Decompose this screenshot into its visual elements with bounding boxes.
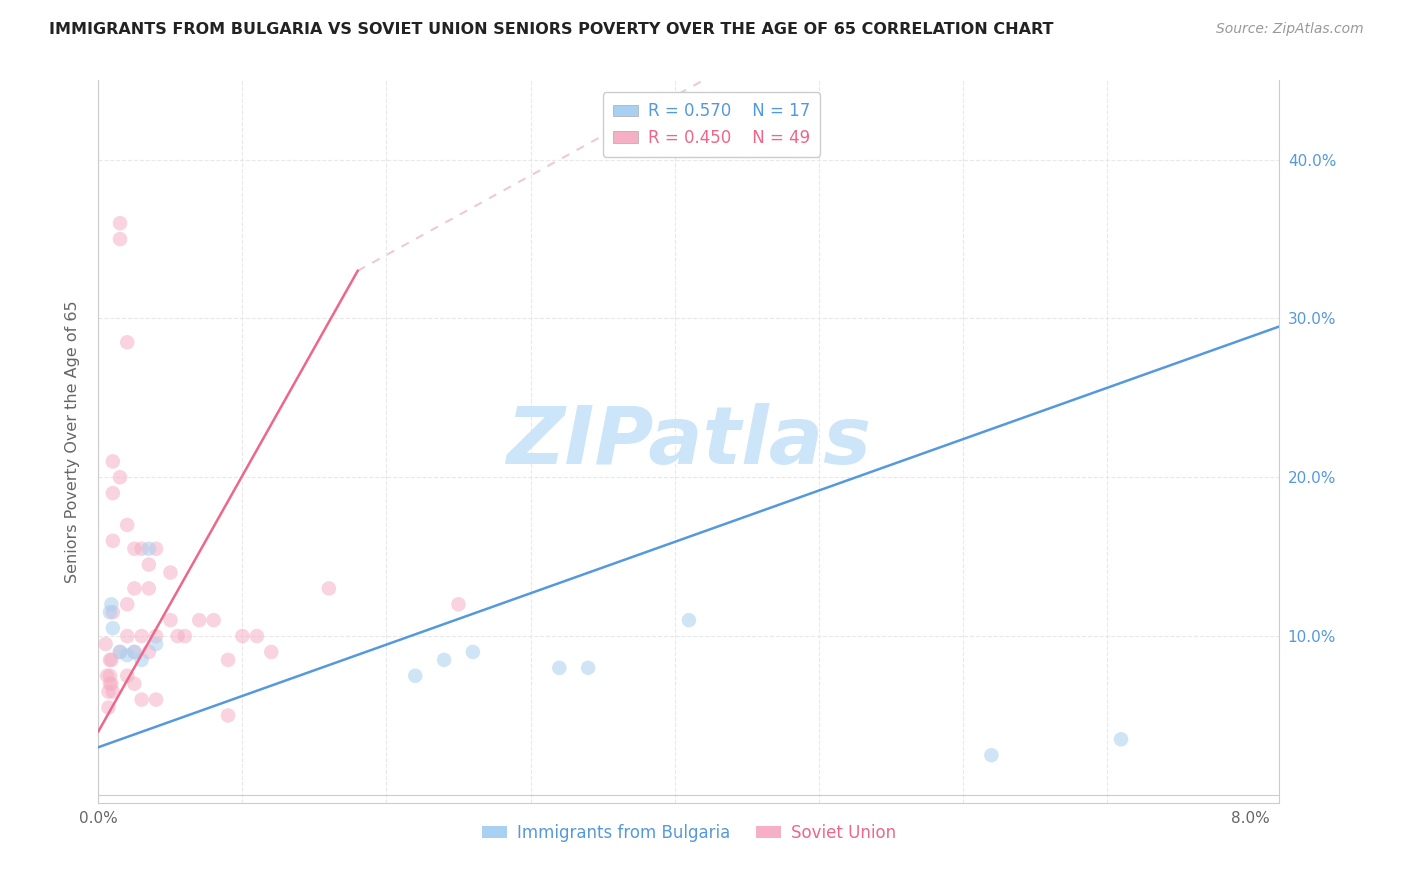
Point — [101, 486, 124, 500]
Point — [100, 676, 122, 690]
Point — [94, 637, 117, 651]
Point — [115, 597, 138, 611]
Point — [115, 669, 138, 683]
Point — [138, 582, 160, 596]
Point — [131, 653, 153, 667]
Point — [124, 676, 146, 690]
Point — [97, 684, 120, 698]
Point — [131, 541, 153, 556]
Point — [101, 533, 124, 548]
Point — [548, 661, 571, 675]
Point — [980, 748, 1002, 763]
Point — [576, 661, 599, 675]
Point — [145, 541, 167, 556]
Point — [100, 653, 122, 667]
Point — [138, 541, 160, 556]
Text: Source: ZipAtlas.com: Source: ZipAtlas.com — [1216, 22, 1364, 37]
Y-axis label: Seniors Poverty Over the Age of 65: Seniors Poverty Over the Age of 65 — [65, 301, 80, 582]
Point — [115, 648, 138, 662]
Point — [96, 669, 118, 683]
Point — [188, 613, 211, 627]
Point — [145, 629, 167, 643]
Point — [433, 653, 456, 667]
Point — [138, 645, 160, 659]
Point — [100, 597, 122, 611]
Point — [318, 582, 340, 596]
Point — [115, 517, 138, 532]
Point — [166, 629, 188, 643]
Point — [98, 676, 121, 690]
Point — [101, 621, 124, 635]
Point — [678, 613, 700, 627]
Point — [101, 684, 124, 698]
Point — [159, 566, 181, 580]
Point — [159, 613, 181, 627]
Point — [202, 613, 225, 627]
Point — [124, 645, 146, 659]
Point — [231, 629, 253, 643]
Point — [115, 629, 138, 643]
Point — [98, 653, 121, 667]
Point — [1109, 732, 1132, 747]
Point — [108, 645, 131, 659]
Point — [98, 669, 121, 683]
Point — [217, 653, 239, 667]
Point — [138, 558, 160, 572]
Text: ZIPatlas: ZIPatlas — [506, 402, 872, 481]
Point — [98, 605, 121, 619]
Point — [131, 629, 153, 643]
Point — [108, 645, 131, 659]
Point — [101, 454, 124, 468]
Point — [404, 669, 426, 683]
Legend: Immigrants from Bulgaria, Soviet Union: Immigrants from Bulgaria, Soviet Union — [475, 817, 903, 848]
Point — [101, 605, 124, 619]
Point — [131, 692, 153, 706]
Point — [447, 597, 470, 611]
Point — [97, 700, 120, 714]
Point — [461, 645, 484, 659]
Point — [145, 692, 167, 706]
Point — [217, 708, 239, 723]
Point — [260, 645, 283, 659]
Point — [124, 541, 146, 556]
Point — [108, 232, 131, 246]
Point — [246, 629, 269, 643]
Text: IMMIGRANTS FROM BULGARIA VS SOVIET UNION SENIORS POVERTY OVER THE AGE OF 65 CORR: IMMIGRANTS FROM BULGARIA VS SOVIET UNION… — [49, 22, 1053, 37]
Point — [145, 637, 167, 651]
Point — [173, 629, 195, 643]
Point — [115, 335, 138, 350]
Point — [108, 216, 131, 230]
Point — [108, 470, 131, 484]
Point — [124, 582, 146, 596]
Point — [124, 645, 146, 659]
